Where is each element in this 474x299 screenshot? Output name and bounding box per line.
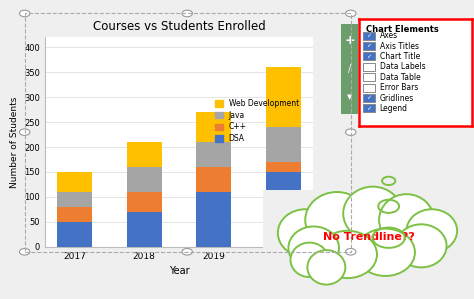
Text: Axes: Axes bbox=[380, 31, 398, 40]
Bar bbox=[57, 222, 92, 247]
Bar bbox=[127, 142, 162, 167]
Text: ✓: ✓ bbox=[366, 96, 372, 100]
Text: Gridlines: Gridlines bbox=[380, 94, 414, 103]
X-axis label: Year: Year bbox=[169, 266, 189, 276]
Bar bbox=[127, 192, 162, 212]
Text: /: / bbox=[348, 64, 351, 74]
Text: ✓: ✓ bbox=[366, 33, 372, 38]
Ellipse shape bbox=[278, 209, 333, 257]
Bar bbox=[196, 167, 231, 192]
FancyBboxPatch shape bbox=[363, 63, 375, 71]
Text: ✓: ✓ bbox=[366, 54, 372, 59]
FancyBboxPatch shape bbox=[363, 42, 375, 50]
Bar bbox=[57, 192, 92, 207]
Text: ▼: ▼ bbox=[347, 94, 353, 100]
Bar bbox=[127, 167, 162, 192]
Bar bbox=[196, 192, 231, 247]
Bar bbox=[127, 212, 162, 247]
FancyBboxPatch shape bbox=[363, 73, 375, 81]
Ellipse shape bbox=[288, 226, 339, 269]
Ellipse shape bbox=[343, 187, 402, 240]
FancyBboxPatch shape bbox=[363, 32, 375, 39]
FancyBboxPatch shape bbox=[363, 94, 375, 102]
Text: ✓: ✓ bbox=[366, 106, 372, 111]
Y-axis label: Number of Students: Number of Students bbox=[10, 96, 19, 188]
Bar bbox=[266, 172, 301, 247]
Text: Legend: Legend bbox=[380, 104, 408, 113]
Text: Error Bars: Error Bars bbox=[380, 83, 418, 92]
Bar bbox=[266, 67, 301, 127]
Ellipse shape bbox=[318, 231, 377, 278]
Ellipse shape bbox=[356, 229, 415, 276]
Text: Data Labels: Data Labels bbox=[380, 62, 425, 71]
FancyBboxPatch shape bbox=[363, 104, 375, 112]
Ellipse shape bbox=[396, 224, 447, 267]
Text: No Trendline??: No Trendline?? bbox=[323, 232, 414, 242]
Ellipse shape bbox=[305, 192, 369, 248]
Ellipse shape bbox=[307, 250, 346, 285]
Bar bbox=[57, 172, 92, 192]
Ellipse shape bbox=[291, 242, 328, 277]
FancyBboxPatch shape bbox=[363, 52, 375, 60]
Title: Courses vs Students Enrolled: Courses vs Students Enrolled bbox=[92, 20, 265, 33]
Ellipse shape bbox=[379, 194, 434, 246]
Bar bbox=[266, 162, 301, 172]
FancyBboxPatch shape bbox=[363, 84, 375, 91]
Bar bbox=[57, 207, 92, 222]
Bar bbox=[196, 112, 231, 142]
Ellipse shape bbox=[407, 209, 457, 252]
Bar bbox=[196, 142, 231, 167]
Text: Axis Titles: Axis Titles bbox=[380, 42, 419, 51]
Legend: Web Development, Java, C++, DSA: Web Development, Java, C++, DSA bbox=[215, 99, 299, 143]
Text: Chart Title: Chart Title bbox=[380, 52, 420, 61]
Text: +: + bbox=[345, 33, 355, 47]
Text: Chart Elements: Chart Elements bbox=[366, 25, 439, 34]
Text: Data Table: Data Table bbox=[380, 73, 420, 82]
Bar bbox=[266, 127, 301, 162]
Text: ✓: ✓ bbox=[366, 44, 372, 48]
